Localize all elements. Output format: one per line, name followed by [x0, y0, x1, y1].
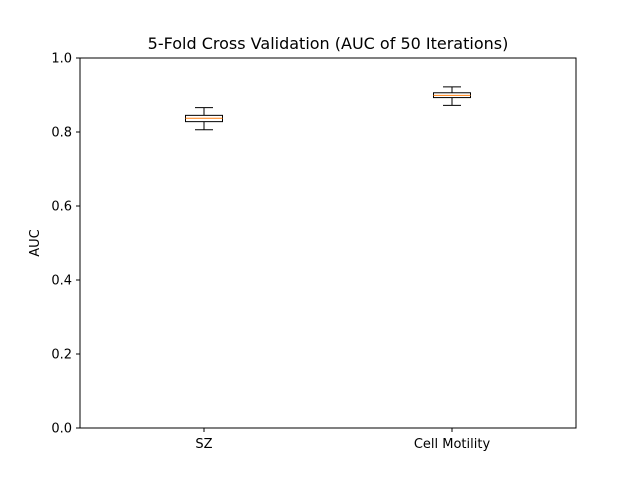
x-tick-label: Cell Motility: [414, 437, 491, 452]
plot-area: [185, 86, 471, 131]
chart-title: 5-Fold Cross Validation (AUC of 50 Itera…: [148, 34, 509, 53]
x-tick-label: SZ: [195, 437, 212, 452]
y-tick-label: 1.0: [51, 52, 72, 67]
y-tick-label: 0.6: [51, 200, 72, 215]
y-axis: 0.0 0.2 0.4 0.6 0.8 1.0: [51, 52, 80, 437]
y-tick-label: 0.2: [51, 348, 72, 363]
box-0: [185, 107, 223, 131]
y-tick-label: 0.4: [51, 274, 72, 289]
x-axis: SZ Cell Motility: [195, 428, 490, 452]
y-tick-label: 0.0: [51, 422, 72, 437]
y-axis-label: AUC: [28, 229, 43, 257]
y-tick-label: 0.8: [51, 126, 72, 141]
axes-frame: [79, 57, 577, 429]
box-1: [433, 86, 471, 106]
